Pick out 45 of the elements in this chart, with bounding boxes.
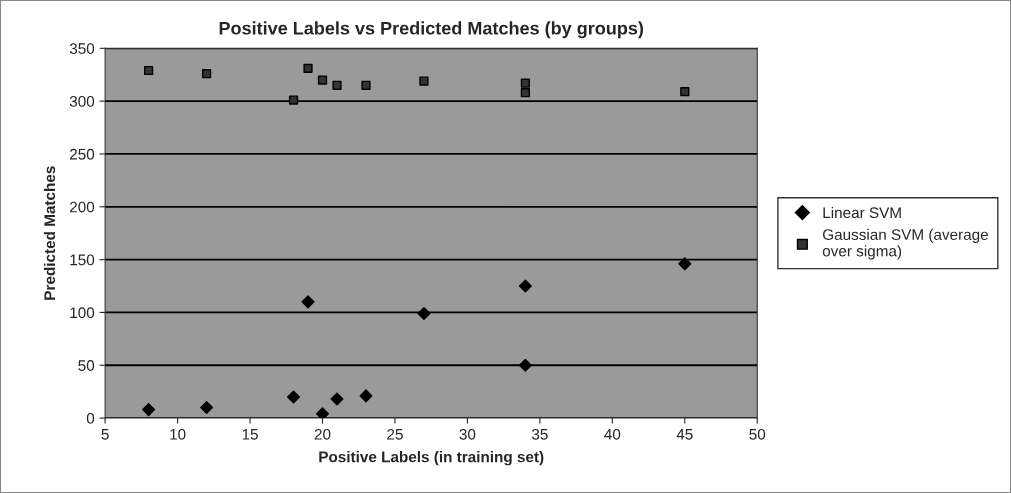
- point: [361, 80, 371, 90]
- y-tick-label: 250: [70, 148, 95, 160]
- point: [316, 407, 330, 419]
- point: [680, 87, 690, 97]
- point: [520, 88, 531, 98]
- point: [143, 65, 154, 76]
- point: [142, 403, 156, 417]
- point: [303, 63, 313, 74]
- point: [201, 69, 212, 79]
- x-tick-label: 40: [604, 428, 621, 440]
- x-axis-title: Positive Labels (in training set): [319, 451, 544, 466]
- y-tick-label: 100: [70, 307, 95, 319]
- y-tick-label: 200: [70, 201, 95, 213]
- x-tick-label: 35: [531, 428, 548, 440]
- point: [359, 389, 373, 403]
- point: [287, 390, 301, 404]
- point: [518, 279, 532, 293]
- point: [332, 80, 342, 90]
- y-axis-title: Predicted Matches: [43, 166, 56, 300]
- legend-label: Linear SVM: [823, 206, 901, 219]
- x-tick-label: 20: [314, 428, 331, 440]
- point: [301, 295, 315, 309]
- x-tick-label: 45: [676, 429, 693, 440]
- y-tick-label: 150: [70, 254, 95, 266]
- point: [330, 392, 344, 406]
- x-tick-label: 25: [387, 428, 403, 440]
- point: [518, 358, 532, 372]
- x-tick-label: 15: [242, 429, 258, 440]
- point: [419, 76, 429, 86]
- point: [200, 400, 214, 415]
- chart-title: Positive Labels vs Predicted Matches (by groups): [219, 21, 644, 39]
- x-tick-label: 30: [459, 428, 476, 440]
- x-tick-label: 5: [101, 429, 109, 440]
- point: [520, 78, 531, 88]
- point: [317, 75, 328, 85]
- legend-label: Gaussian SVM (average over sigma): [822, 228, 988, 260]
- x-tick-label: 50: [749, 428, 766, 440]
- y-tick-label: 300: [69, 96, 95, 107]
- y-tick-label: 350: [69, 43, 95, 54]
- point: [678, 257, 692, 271]
- x-tick-label: 10: [170, 428, 186, 440]
- point: [288, 95, 299, 105]
- point: [417, 306, 431, 320]
- y-tick-label: 50: [78, 360, 95, 371]
- y-tick-label: 0: [86, 412, 95, 424]
